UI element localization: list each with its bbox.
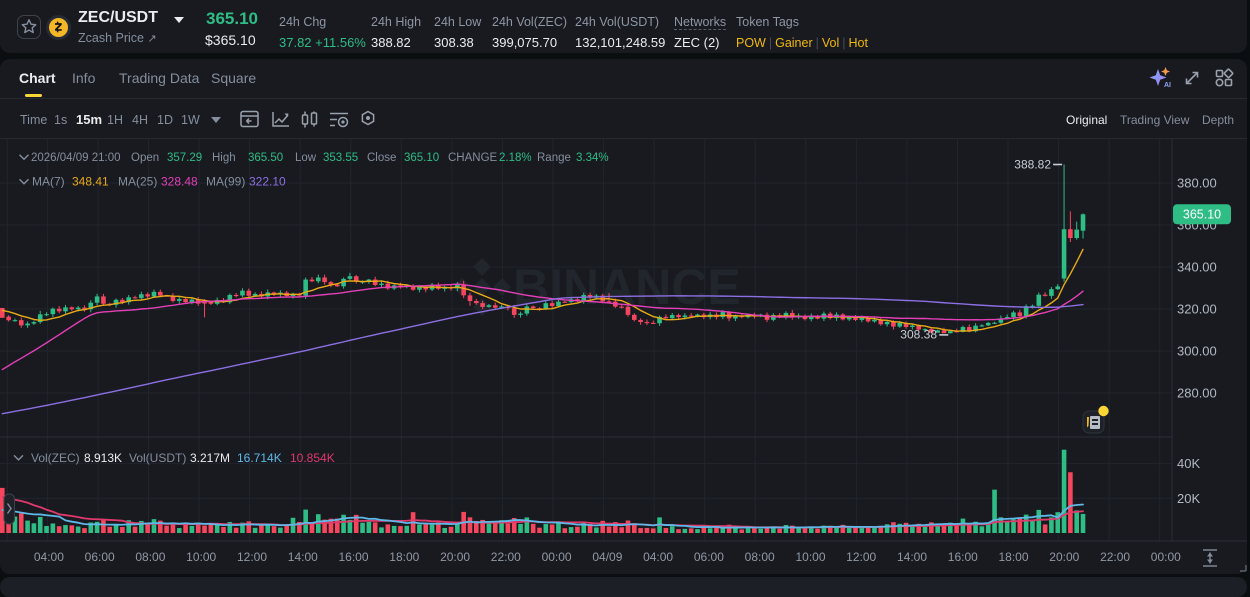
svg-text:12:00: 12:00 — [846, 550, 876, 564]
svg-text:16.714K: 16.714K — [237, 451, 282, 465]
svg-text:06:00: 06:00 — [694, 550, 724, 564]
svg-text:340.00: 340.00 — [1177, 260, 1217, 275]
svg-text:300.00: 300.00 — [1177, 344, 1217, 359]
svg-text:16:00: 16:00 — [948, 550, 978, 564]
svg-text:CHANGE: CHANGE — [448, 152, 498, 164]
svg-text:365.50: 365.50 — [248, 152, 283, 164]
svg-text:High: High — [212, 152, 236, 164]
svg-text:20:00: 20:00 — [440, 550, 470, 564]
svg-text:8.913K: 8.913K — [84, 451, 122, 465]
svg-text:3.217M: 3.217M — [190, 451, 230, 465]
svg-text:365.10: 365.10 — [404, 152, 439, 164]
svg-text:08:00: 08:00 — [745, 550, 775, 564]
svg-text:308.38: 308.38 — [900, 327, 937, 341]
svg-text:3.34%: 3.34% — [576, 152, 609, 164]
svg-text:365.10: 365.10 — [1183, 208, 1221, 222]
svg-text:10:00: 10:00 — [186, 550, 216, 564]
svg-text:04:00: 04:00 — [643, 550, 673, 564]
svg-text:20K: 20K — [1177, 491, 1200, 506]
svg-text:22:00: 22:00 — [1100, 550, 1130, 564]
svg-text:357.29: 357.29 — [167, 152, 202, 164]
svg-text:280.00: 280.00 — [1177, 386, 1217, 401]
svg-text:353.55: 353.55 — [323, 152, 358, 164]
svg-text:22:00: 22:00 — [491, 550, 521, 564]
svg-text:MA(99): MA(99) — [206, 175, 245, 189]
svg-text:322.10: 322.10 — [249, 175, 286, 189]
svg-text:18:00: 18:00 — [389, 550, 419, 564]
svg-text:Range: Range — [537, 152, 571, 164]
svg-text:14:00: 14:00 — [897, 550, 927, 564]
svg-text:2.18%: 2.18% — [499, 152, 532, 164]
svg-text:20:00: 20:00 — [1049, 550, 1079, 564]
svg-text:00:00: 00:00 — [542, 550, 572, 564]
svg-text:04:00: 04:00 — [34, 550, 64, 564]
svg-text:16:00: 16:00 — [338, 550, 368, 564]
svg-text:Vol(USDT): Vol(USDT) — [129, 451, 186, 465]
svg-text:08:00: 08:00 — [135, 550, 165, 564]
svg-text:18:00: 18:00 — [998, 550, 1028, 564]
svg-text:MA(25): MA(25) — [118, 175, 157, 189]
svg-text:14:00: 14:00 — [288, 550, 318, 564]
svg-text:Vol(ZEC): Vol(ZEC) — [31, 451, 80, 465]
svg-text:320.00: 320.00 — [1177, 302, 1217, 317]
svg-text:40K: 40K — [1177, 456, 1200, 471]
svg-text:348.41: 348.41 — [72, 175, 109, 189]
svg-text:00:00: 00:00 — [1151, 550, 1181, 564]
svg-text:388.82: 388.82 — [1014, 158, 1051, 172]
svg-text:12:00: 12:00 — [237, 550, 267, 564]
svg-text:10:00: 10:00 — [795, 550, 825, 564]
svg-text:Open: Open — [131, 152, 159, 164]
svg-text:AI: AI — [1164, 82, 1171, 89]
svg-text:04/09: 04/09 — [592, 550, 622, 564]
svg-text:Close: Close — [367, 152, 396, 164]
svg-text:MA(7): MA(7) — [32, 175, 65, 189]
svg-text:2026/04/09 21:00: 2026/04/09 21:00 — [31, 152, 121, 164]
svg-text:06:00: 06:00 — [85, 550, 115, 564]
svg-text:10.854K: 10.854K — [290, 451, 335, 465]
svg-text:380.00: 380.00 — [1177, 176, 1217, 191]
svg-text:Low: Low — [295, 152, 317, 164]
svg-text:328.48: 328.48 — [161, 175, 198, 189]
